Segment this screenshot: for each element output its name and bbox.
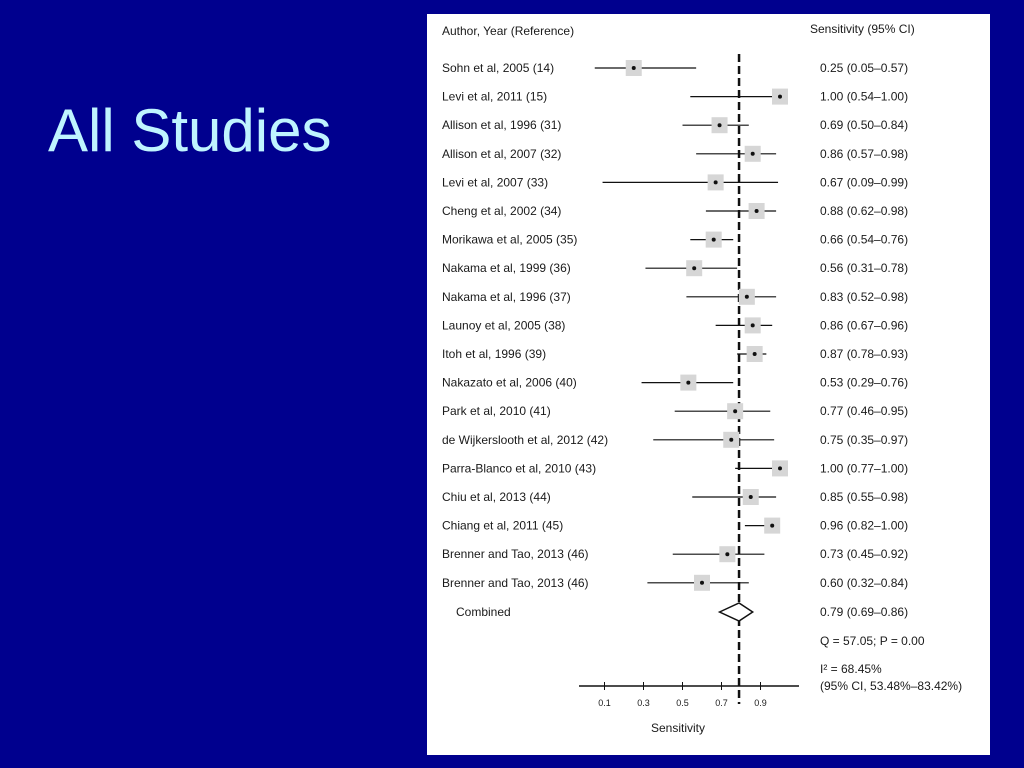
x-tick-label: 0.1	[598, 698, 611, 708]
study-estimate: 0.73 (0.45–0.92)	[820, 547, 908, 561]
study-label: Morikawa et al, 2005 (35)	[442, 233, 577, 247]
point-estimate	[778, 94, 782, 99]
combined-estimate: 0.79 (0.69–0.86)	[820, 605, 908, 619]
study-estimate: 0.85 (0.55–0.98)	[820, 490, 908, 504]
study-label: Cheng et al, 2002 (34)	[442, 204, 561, 218]
study-estimate: 0.83 (0.52–0.98)	[820, 290, 908, 304]
study-label: Itoh et al, 1996 (39)	[442, 347, 546, 361]
study-estimate: 1.00 (0.77–1.00)	[820, 461, 908, 475]
point-estimate	[725, 552, 730, 557]
study-label: Parra-Blanco et al, 2010 (43)	[442, 461, 596, 475]
col-header-left: Author, Year (Reference)	[442, 24, 574, 38]
study-label: Sohn et al, 2005 (14)	[442, 61, 554, 75]
i2-confidence-interval: (95% CI, 53.48%–83.42%)	[820, 679, 962, 693]
point-estimate	[778, 466, 782, 471]
study-estimate: 0.67 (0.09–0.99)	[820, 175, 908, 189]
study-estimate: 1.00 (0.54–1.00)	[820, 90, 908, 104]
point-estimate	[717, 123, 722, 128]
study-estimate: 0.69 (0.50–0.84)	[820, 118, 908, 132]
x-tick-label: 0.3	[637, 698, 650, 708]
point-estimate	[752, 352, 757, 356]
point-estimate	[713, 180, 718, 185]
i2-statistic: I² = 68.45%	[820, 662, 882, 676]
col-header-right: Sensitivity (95% CI)	[810, 22, 915, 36]
study-estimate: 0.96 (0.82–1.00)	[820, 519, 908, 533]
study-label: Chiang et al, 2011 (45)	[442, 519, 563, 533]
study-estimate: 0.66 (0.54–0.76)	[820, 233, 908, 247]
x-tick-label: 0.5	[676, 698, 689, 708]
study-label: Allison et al, 2007 (32)	[442, 147, 561, 161]
study-estimate: 0.60 (0.32–0.84)	[820, 576, 908, 590]
forest-plot: Author, Year (Reference) Sensitivity (95%…	[442, 22, 962, 735]
study-label: Nakazato et al, 2006 (40)	[442, 376, 577, 390]
point-estimate	[750, 323, 755, 328]
point-estimate	[748, 495, 753, 499]
study-estimate: 0.77 (0.46–0.95)	[820, 404, 908, 418]
study-label: Brenner and Tao, 2013 (46)	[442, 576, 589, 590]
study-estimate: 0.86 (0.67–0.96)	[820, 318, 908, 332]
study-estimate: 0.56 (0.31–0.78)	[820, 261, 908, 275]
point-estimate	[770, 523, 775, 528]
study-label: de Wijkerslooth et al, 2012 (42)	[442, 433, 608, 447]
slide-title: All Studies	[48, 97, 332, 164]
point-estimate	[686, 380, 691, 385]
study-label: Levi et al, 2007 (33)	[442, 175, 548, 189]
point-estimate	[700, 580, 704, 585]
study-label: Nakama et al, 1996 (37)	[442, 290, 571, 304]
study-label: Chiu et al, 2013 (44)	[442, 490, 551, 504]
point-estimate	[692, 266, 697, 271]
study-estimate: 0.53 (0.29–0.76)	[820, 376, 908, 390]
q-statistic: Q = 57.05; P = 0.00	[820, 634, 925, 648]
combined-label: Combined	[456, 605, 511, 619]
point-estimate	[750, 151, 755, 156]
point-estimate	[631, 66, 636, 70]
study-label: Brenner and Tao, 2013 (46)	[442, 547, 589, 561]
study-label: Nakama et al, 1999 (36)	[442, 261, 571, 275]
study-estimate: 0.86 (0.57–0.98)	[820, 147, 908, 161]
study-estimate: 0.75 (0.35–0.97)	[820, 433, 908, 447]
x-axis-label: Sensitivity	[651, 721, 705, 735]
x-tick-label: 0.7	[715, 698, 728, 708]
study-label: Park et al, 2010 (41)	[442, 404, 551, 418]
x-tick-label: 0.9	[754, 698, 767, 708]
point-estimate	[729, 437, 734, 442]
combined-diamond	[717, 602, 755, 622]
study-label: Allison et al, 1996 (31)	[442, 118, 561, 132]
point-estimate	[711, 237, 716, 242]
point-estimate	[754, 209, 759, 213]
forest-plot-figure: Author, Year (Reference) Sensitivity (95%…	[427, 14, 990, 755]
study-estimate: 0.88 (0.62–0.98)	[820, 204, 908, 218]
study-label: Launoy et al, 2005 (38)	[442, 318, 565, 332]
point-estimate	[744, 294, 749, 299]
study-estimate: 0.87 (0.78–0.93)	[820, 347, 908, 361]
point-estimate	[733, 409, 738, 414]
study-estimate: 0.25 (0.05–0.57)	[820, 61, 908, 75]
study-label: Levi et al, 2011 (15)	[442, 90, 547, 104]
